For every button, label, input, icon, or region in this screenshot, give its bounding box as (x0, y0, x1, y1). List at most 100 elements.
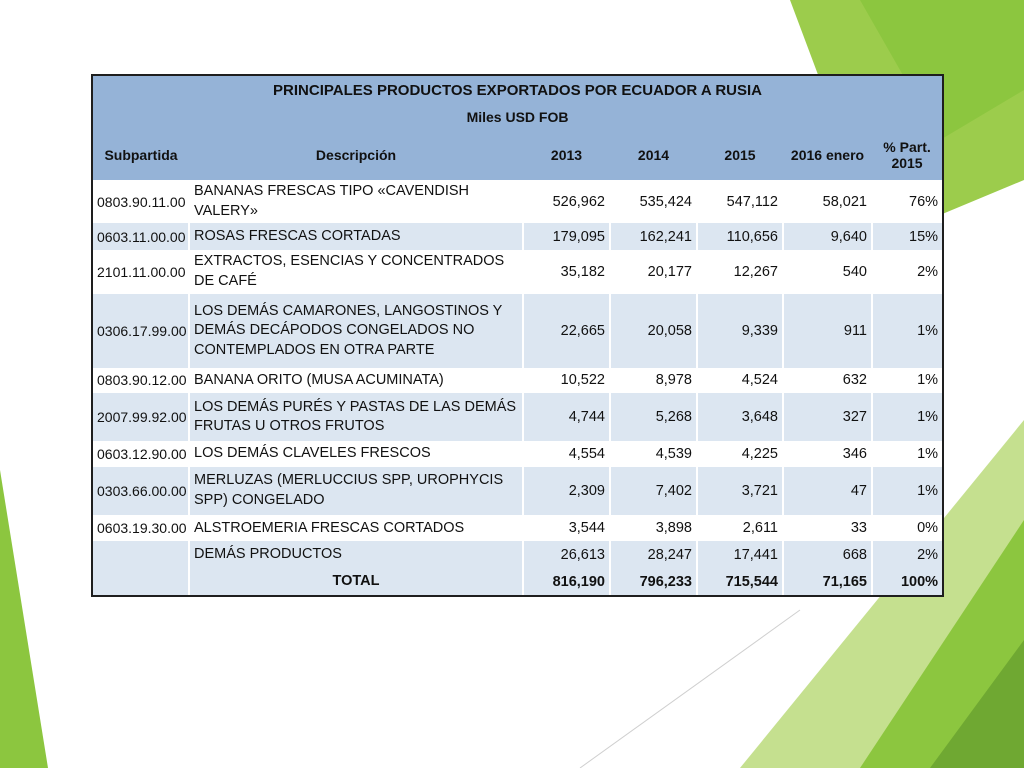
cell-2015: 2,611 (696, 515, 783, 542)
total-2015: 715,544 (696, 568, 783, 595)
green-left-shape (0, 470, 48, 768)
cell-2016: 540 (782, 249, 872, 295)
cell-subpartida: 0603.12.90.00 (93, 441, 190, 467)
col-header-part-line1: % Part. (883, 139, 931, 155)
cell-2014: 20,177 (609, 249, 697, 295)
cell-descripcion: BANANA ORITO (MUSA ACUMINATA) (188, 367, 523, 394)
cell-2013: 4,554 (522, 441, 610, 467)
cell-2015: 3,721 (696, 466, 783, 516)
cell-part: 1% (870, 466, 943, 516)
cell-2014: 535,424 (609, 180, 697, 224)
cell-2015: 110,656 (696, 223, 783, 250)
cell-2014: 28,247 (609, 541, 697, 569)
cell-2014: 5,268 (609, 393, 697, 442)
cell-2016: 911 (782, 294, 872, 368)
cell-2015: 4,524 (696, 367, 783, 394)
cell-2016: 327 (782, 393, 872, 442)
col-header-descripcion: Descripción (189, 130, 523, 180)
cell-part: 2% (870, 541, 943, 569)
cell-2015: 3,648 (696, 393, 783, 442)
cell-subpartida: 0306.17.99.00 (93, 294, 190, 368)
total-2016: 71,165 (782, 568, 872, 595)
cell-descripcion: EXTRACTOS, ESENCIAS Y CONCENTRADOS DE CA… (188, 249, 523, 295)
cell-2014: 20,058 (609, 294, 697, 368)
table-row: 0303.66.00.00 MERLUZAS (MERLUCCIUS SPP, … (93, 466, 943, 516)
table-title: PRINCIPALES PRODUCTOS EXPORTADOS POR ECU… (93, 76, 943, 104)
cell-2014: 7,402 (609, 466, 697, 516)
thin-diagonal-line (579, 609, 801, 768)
cell-part: 2% (870, 249, 943, 295)
cell-2014: 8,978 (609, 367, 697, 394)
cell-2015: 17,441 (696, 541, 783, 569)
col-header-part-line2: 2015 (891, 155, 923, 171)
cell-2014: 4,539 (609, 441, 697, 467)
cell-subpartida: 0803.90.11.00 (93, 180, 190, 224)
cell-part: 0% (870, 515, 943, 542)
col-header-part: % Part. 2015 (872, 130, 943, 180)
cell-part: 15% (870, 223, 943, 250)
table-row: 0803.90.11.00 BANANAS FRESCAS TIPO «CAVE… (93, 180, 943, 224)
cell-descripcion: BANANAS FRESCAS TIPO «CAVENDISH VALERY» (188, 180, 523, 224)
cell-part: 76% (870, 180, 943, 224)
col-header-subpartida: Subpartida (93, 130, 189, 180)
cell-2016: 58,021 (782, 180, 872, 224)
column-header-row: Subpartida Descripción 2013 2014 2015 20… (93, 130, 943, 180)
cell-2015: 9,339 (696, 294, 783, 368)
table-row: 0803.90.12.00 BANANA ORITO (MUSA ACUMINA… (93, 367, 943, 394)
cell-part: 1% (870, 294, 943, 368)
cell-2013: 2,309 (522, 466, 610, 516)
cell-2016: 346 (782, 441, 872, 467)
cell-2013: 10,522 (522, 367, 610, 394)
cell-subpartida: 2007.99.92.00 (93, 393, 190, 442)
cell-2013: 35,182 (522, 249, 610, 295)
cell-subpartida (93, 568, 190, 595)
cell-subpartida: 0803.90.12.00 (93, 367, 190, 394)
total-2014: 796,233 (609, 568, 697, 595)
cell-descripcion: MERLUZAS (MERLUCCIUS SPP, UROPHYCIS SPP)… (188, 466, 523, 516)
cell-subpartida: 0303.66.00.00 (93, 466, 190, 516)
table-row: 2101.11.00.00 EXTRACTOS, ESENCIAS Y CONC… (93, 249, 943, 295)
table-row: 0603.12.90.00 LOS DEMÁS CLAVELES FRESCOS… (93, 441, 943, 467)
cell-descripcion: LOS DEMÁS PURÉS Y PASTAS DE LAS DEMÁS FR… (188, 393, 523, 442)
cell-subpartida: 0603.11.00.00 (93, 223, 190, 250)
exports-table: PRINCIPALES PRODUCTOS EXPORTADOS POR ECU… (93, 76, 943, 595)
table-subtitle: Miles USD FOB (93, 104, 943, 130)
cell-2016: 47 (782, 466, 872, 516)
cell-2013: 26,613 (522, 541, 610, 569)
col-header-2016-enero: 2016 enero (783, 130, 872, 180)
table-row: 0603.19.30.00 ALSTROEMERIA FRESCAS CORTA… (93, 515, 943, 542)
cell-2016: 668 (782, 541, 872, 569)
cell-2013: 3,544 (522, 515, 610, 542)
cell-descripcion: DEMÁS PRODUCTOS (188, 541, 523, 569)
table-row: 0306.17.99.00 LOS DEMÁS CAMARONES, LANGO… (93, 294, 943, 368)
cell-2015: 547,112 (696, 180, 783, 224)
green-top-right-dark-shape (860, 0, 1024, 140)
table-row: 0603.11.00.00 ROSAS FRESCAS CORTADAS 179… (93, 223, 943, 250)
cell-2013: 4,744 (522, 393, 610, 442)
cell-descripcion: ROSAS FRESCAS CORTADAS (188, 223, 523, 250)
cell-subpartida: 2101.11.00.00 (93, 249, 190, 295)
table-subtitle-row: Miles USD FOB (93, 104, 943, 130)
cell-part: 1% (870, 441, 943, 467)
col-header-2015: 2015 (697, 130, 783, 180)
cell-descripcion: ALSTROEMERIA FRESCAS CORTADOS (188, 515, 523, 542)
total-part: 100% (870, 568, 943, 595)
total-label: TOTAL (188, 568, 523, 595)
cell-2013: 179,095 (522, 223, 610, 250)
cell-descripcion: LOS DEMÁS CLAVELES FRESCOS (188, 441, 523, 467)
exports-table-container: PRINCIPALES PRODUCTOS EXPORTADOS POR ECU… (91, 74, 944, 597)
cell-2016: 9,640 (782, 223, 872, 250)
cell-2016: 33 (782, 515, 872, 542)
cell-2014: 3,898 (609, 515, 697, 542)
cell-subpartida (93, 541, 190, 569)
table-title-row: PRINCIPALES PRODUCTOS EXPORTADOS POR ECU… (93, 76, 943, 104)
cell-2016: 632 (782, 367, 872, 394)
cell-2015: 12,267 (696, 249, 783, 295)
table-row: 2007.99.92.00 LOS DEMÁS PURÉS Y PASTAS D… (93, 393, 943, 442)
cell-part: 1% (870, 393, 943, 442)
cell-part: 1% (870, 367, 943, 394)
table-total-row: TOTAL 816,190 796,233 715,544 71,165 100… (93, 568, 943, 595)
cell-subpartida: 0603.19.30.00 (93, 515, 190, 542)
cell-2015: 4,225 (696, 441, 783, 467)
cell-2013: 526,962 (522, 180, 610, 224)
